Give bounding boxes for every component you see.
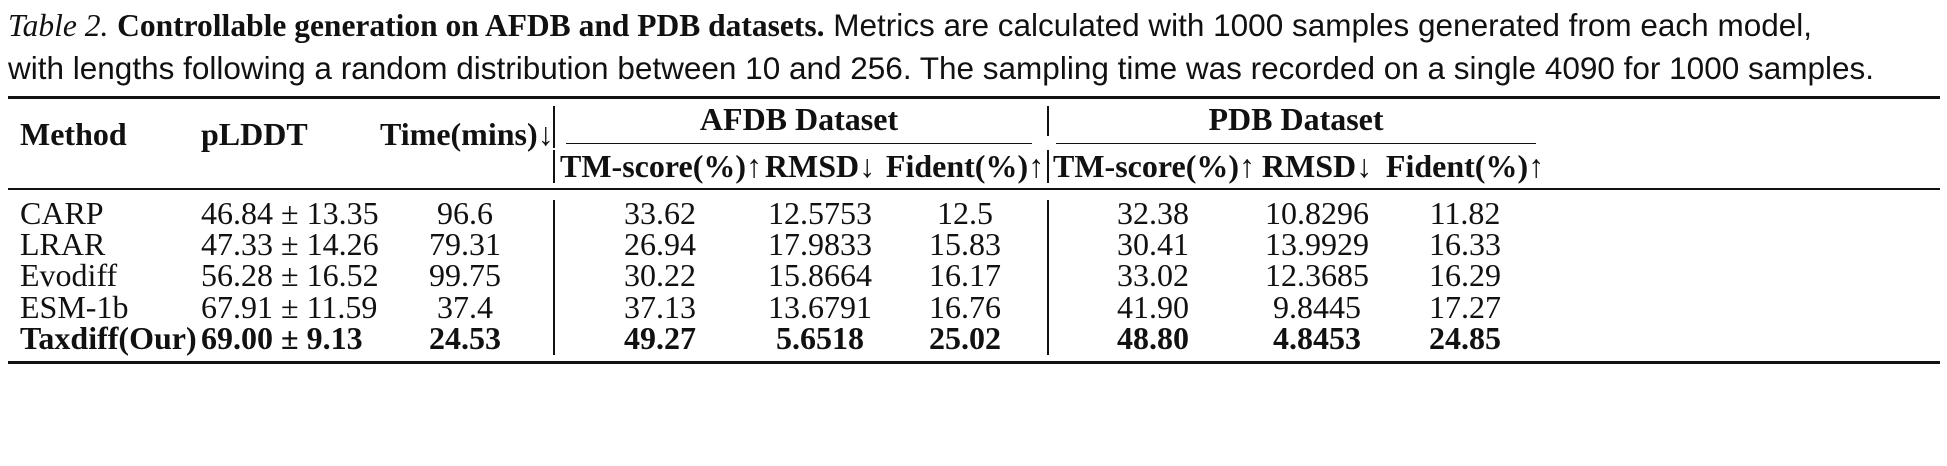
cell-method: Evodiff bbox=[20, 257, 118, 293]
cell-method: Taxdiff(Our) bbox=[20, 320, 197, 356]
vsep-afdb-body bbox=[553, 200, 555, 355]
header-afdb-tm: TM-score(%)↑ bbox=[560, 148, 762, 184]
cell-method: LRAR bbox=[20, 226, 106, 262]
cell-afdb-tm: 37.13 bbox=[624, 289, 696, 325]
cell-plddt: 67.91 ± 11.59 bbox=[201, 289, 378, 325]
caption-line-2: with lengths following a random distribu… bbox=[8, 50, 1875, 86]
header-group-pdb: PDB Dataset bbox=[1208, 101, 1384, 137]
cell-pdb-rmsd: 4.8453 bbox=[1273, 320, 1361, 356]
cell-afdb-tm: 26.94 bbox=[624, 226, 696, 262]
caption-title: Controllable generation on AFDB and PDB … bbox=[117, 8, 825, 43]
header-pdb-tm: TM-score(%)↑ bbox=[1053, 148, 1255, 184]
cell-pdb-tm: 48.80 bbox=[1117, 320, 1189, 356]
header-rule bbox=[8, 188, 1940, 190]
cell-pdb-fident: 24.85 bbox=[1429, 320, 1501, 356]
vsep-pdb-sub bbox=[1047, 150, 1049, 183]
vsep-afdb-header bbox=[553, 106, 555, 148]
header-pdb-fident: Fident(%)↑ bbox=[1385, 148, 1545, 184]
pdb-group-rule bbox=[1056, 143, 1536, 144]
caption-line-1: Table 2. Controllable generation on AFDB… bbox=[8, 4, 1938, 47]
cell-pdb-fident: 11.82 bbox=[1429, 195, 1501, 231]
header-afdb-fident: Fident(%)↑ bbox=[885, 148, 1045, 184]
cell-afdb-rmsd: 13.6791 bbox=[768, 289, 872, 325]
cell-pdb-fident: 16.29 bbox=[1429, 257, 1501, 293]
cell-pdb-fident: 17.27 bbox=[1429, 289, 1501, 325]
cell-pdb-tm: 32.38 bbox=[1117, 195, 1189, 231]
cell-afdb-tm: 30.22 bbox=[624, 257, 696, 293]
header-group-afdb: AFDB Dataset bbox=[699, 101, 899, 137]
cell-time: 96.6 bbox=[437, 195, 493, 231]
cell-method: CARP bbox=[20, 195, 104, 231]
cell-pdb-rmsd: 9.8445 bbox=[1273, 289, 1361, 325]
top-rule bbox=[8, 96, 1940, 99]
vsep-afdb-sub bbox=[553, 150, 555, 183]
cell-afdb-fident: 16.17 bbox=[929, 257, 1001, 293]
cell-time: 99.75 bbox=[429, 257, 501, 293]
header-pdb-rmsd: RMSD↓ bbox=[1261, 148, 1373, 184]
cell-afdb-rmsd: 15.8664 bbox=[768, 257, 872, 293]
caption-label: Table 2. bbox=[8, 8, 109, 43]
cell-afdb-rmsd: 17.9833 bbox=[768, 226, 872, 262]
cell-time: 37.4 bbox=[437, 289, 493, 325]
cell-afdb-tm: 49.27 bbox=[624, 320, 696, 356]
cell-afdb-fident: 12.5 bbox=[937, 195, 993, 231]
bottom-rule bbox=[8, 361, 1940, 364]
cell-plddt: 46.84 ± 13.35 bbox=[201, 195, 379, 231]
cell-afdb-tm: 33.62 bbox=[624, 195, 696, 231]
cell-plddt: 56.28 ± 16.52 bbox=[201, 257, 379, 293]
cell-plddt: 69.00 ± 9.13 bbox=[201, 320, 363, 356]
vsep-pdb-body bbox=[1047, 200, 1049, 355]
cell-pdb-rmsd: 13.9929 bbox=[1265, 226, 1369, 262]
afdb-group-rule bbox=[566, 143, 1032, 144]
cell-afdb-rmsd: 5.6518 bbox=[776, 320, 864, 356]
cell-pdb-rmsd: 10.8296 bbox=[1265, 195, 1369, 231]
cell-pdb-rmsd: 12.3685 bbox=[1265, 257, 1369, 293]
cell-time: 24.53 bbox=[429, 320, 501, 356]
cell-afdb-fident: 25.02 bbox=[929, 320, 1001, 356]
cell-afdb-fident: 15.83 bbox=[929, 226, 1001, 262]
vsep-pdb-header bbox=[1047, 106, 1049, 136]
cell-plddt: 47.33 ± 14.26 bbox=[201, 226, 379, 262]
cell-pdb-fident: 16.33 bbox=[1429, 226, 1501, 262]
table-caption: Table 2. Controllable generation on AFDB… bbox=[8, 4, 1938, 90]
header-afdb-rmsd: RMSD↓ bbox=[764, 148, 876, 184]
cell-pdb-tm: 33.02 bbox=[1117, 257, 1189, 293]
cell-afdb-fident: 16.76 bbox=[929, 289, 1001, 325]
caption-text-1: Metrics are calculated with 1000 samples… bbox=[833, 7, 1812, 43]
cell-pdb-tm: 41.90 bbox=[1117, 289, 1189, 325]
header-time: Time(mins)↓ bbox=[380, 116, 554, 152]
cell-pdb-tm: 30.41 bbox=[1117, 226, 1189, 262]
header-method: Method bbox=[20, 116, 127, 152]
cell-afdb-rmsd: 12.5753 bbox=[768, 195, 872, 231]
header-plddt: pLDDT bbox=[201, 116, 308, 152]
cell-method: ESM-1b bbox=[20, 289, 129, 325]
cell-time: 79.31 bbox=[429, 226, 501, 262]
